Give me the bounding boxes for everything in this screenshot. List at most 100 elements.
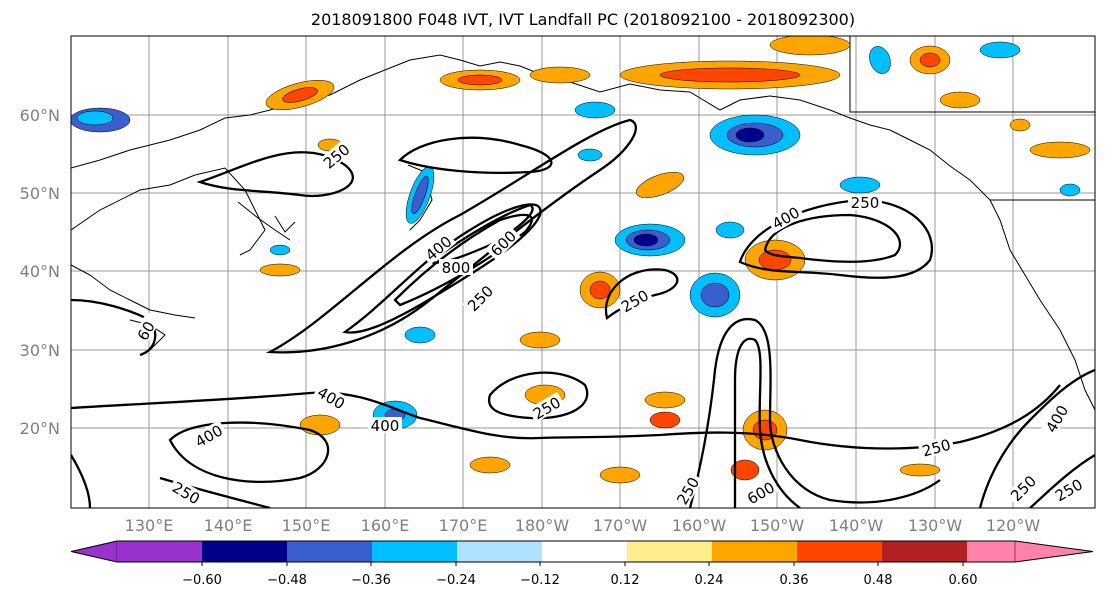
pc-shading-patch [1009, 118, 1031, 132]
colorbar-tick-label: −0.48 [267, 573, 307, 588]
pc-shading-patch [469, 456, 511, 474]
lon-tick-label: 140°W [829, 516, 884, 535]
contour-label-bg [741, 476, 780, 508]
colorbar-tick-label: 0.24 [695, 573, 724, 588]
colorbar-segment [882, 541, 967, 562]
pc-shading-patch [577, 148, 603, 162]
pc-shading-patch [529, 66, 591, 84]
contour-label: 250 [851, 194, 880, 212]
contour-label-bg [1040, 399, 1072, 438]
colorbar-outline [70, 540, 1094, 563]
colorbar-tick-label: 0.12 [611, 573, 640, 588]
colorbar-tick-label: 0.48 [864, 573, 893, 588]
contour-label-bg [419, 230, 457, 265]
colorbar-segment [457, 541, 542, 562]
pc-shading-patch [979, 41, 1021, 59]
contour-label-bg [462, 280, 498, 316]
pc-shading-patch [519, 331, 561, 349]
lon-tick-label: 170°E [439, 516, 488, 535]
lat-tick-label: 30°N [20, 341, 60, 360]
contour-label-bg [1049, 473, 1088, 505]
pc-shading-patch [730, 459, 760, 481]
pc-shading-patch [939, 91, 981, 109]
longitude-labels: 130°E 140°E 150°E 160°E 170°E 180°W 170°W 160°W… [125, 516, 1041, 535]
lon-tick-label: 150°E [282, 516, 331, 535]
contour-label-bg [485, 225, 521, 261]
lon-tick-label: 180°W [515, 516, 570, 535]
colorbar-extend-low [70, 540, 118, 563]
pc-shading-patch [76, 110, 114, 126]
lon-tick-label: 150°W [750, 516, 805, 535]
pc-shading-patch [599, 466, 641, 484]
pc-shading-patch [457, 74, 503, 86]
pc-shading-patch [636, 172, 684, 198]
colorbar-segment [797, 541, 882, 562]
ivt-landfall-pc-shading [71, 36, 1091, 484]
colorbar-tick-label: −0.24 [436, 573, 476, 588]
contour-label-bg [189, 419, 228, 451]
pc-shading-patch [1029, 141, 1091, 159]
colorbar-segment [542, 541, 627, 562]
pc-shading-patch [752, 419, 778, 441]
colorbar-segment [712, 541, 797, 562]
colorbar-segment [627, 541, 712, 562]
lon-tick-label: 120°W [986, 516, 1041, 535]
pc-shading-patch [899, 463, 941, 477]
pc-shading-patch [574, 101, 616, 119]
contour-label-bg [917, 434, 955, 460]
map-frame [70, 35, 1096, 509]
lon-tick-label: 130°W [908, 516, 963, 535]
pc-shading-patch [644, 391, 686, 409]
pc-shading-patch [659, 67, 801, 83]
pc-shading-patch [411, 175, 429, 215]
latitude-labels: 60°N 50°N 40°N 30°N 20°N [20, 106, 60, 438]
pc-shading-patch [404, 326, 436, 344]
pc-shading-patch [259, 263, 301, 277]
contour-label: 400 [371, 417, 400, 435]
pc-shading-patch [869, 46, 891, 74]
figure-title: 2018091800 F048 IVT, IVT Landfall PC (20… [311, 10, 855, 29]
colorbar-tick-label: −0.36 [351, 573, 391, 588]
lon-tick-label: 160°E [361, 516, 410, 535]
contour-label-bg [848, 194, 882, 210]
colorbar-tick-label: −0.60 [182, 573, 222, 588]
colorbar-tick-label: 0.36 [780, 573, 809, 588]
contour-label-bg [167, 476, 206, 508]
pc-shading-patch [839, 176, 881, 194]
pc-shading-patch [735, 127, 765, 143]
pc-shading-patch [649, 411, 681, 429]
pc-shading-patch [299, 414, 341, 436]
ivt-contours [71, 118, 1095, 508]
pc-shading-patch [269, 244, 291, 256]
lat-tick-label: 50°N [20, 184, 60, 203]
colorbar-extend-high [1014, 540, 1094, 563]
colorbar-segment [117, 541, 202, 562]
lon-tick-label: 130°E [125, 516, 174, 535]
lat-tick-label: 20°N [20, 419, 60, 438]
lat-tick-label: 60°N [20, 106, 60, 125]
contour-label-bg [1005, 470, 1041, 506]
contour-label-bg [129, 311, 161, 350]
pc-shading-patch [1059, 183, 1081, 197]
contour-label-bg [766, 201, 805, 233]
lat-tick-label: 40°N [20, 262, 60, 281]
lon-tick-label: 140°E [204, 516, 253, 535]
contour-label-bg [527, 391, 566, 423]
contour-label-bg [368, 417, 402, 433]
colorbar: −0.60 −0.48 −0.36 −0.24 −0.12 0.12 0.24 0.36 0.4… [70, 540, 1094, 588]
colorbar-segment [202, 541, 287, 562]
pc-shading-patch [589, 280, 611, 300]
pc-shading-patch [715, 221, 745, 239]
colorbar-segment [287, 541, 372, 562]
contour-label-bg [312, 381, 351, 413]
contour-label-bg [439, 259, 473, 275]
pc-shading-patch [700, 282, 730, 308]
lon-tick-label: 170°W [593, 516, 648, 535]
pc-shading-patch [282, 87, 318, 103]
colorbar-tick-label: −0.12 [520, 573, 560, 588]
pc-shading-patch [633, 233, 659, 247]
pc-shading-patch [919, 52, 941, 68]
colorbar-tick-label: 0.60 [949, 573, 978, 588]
